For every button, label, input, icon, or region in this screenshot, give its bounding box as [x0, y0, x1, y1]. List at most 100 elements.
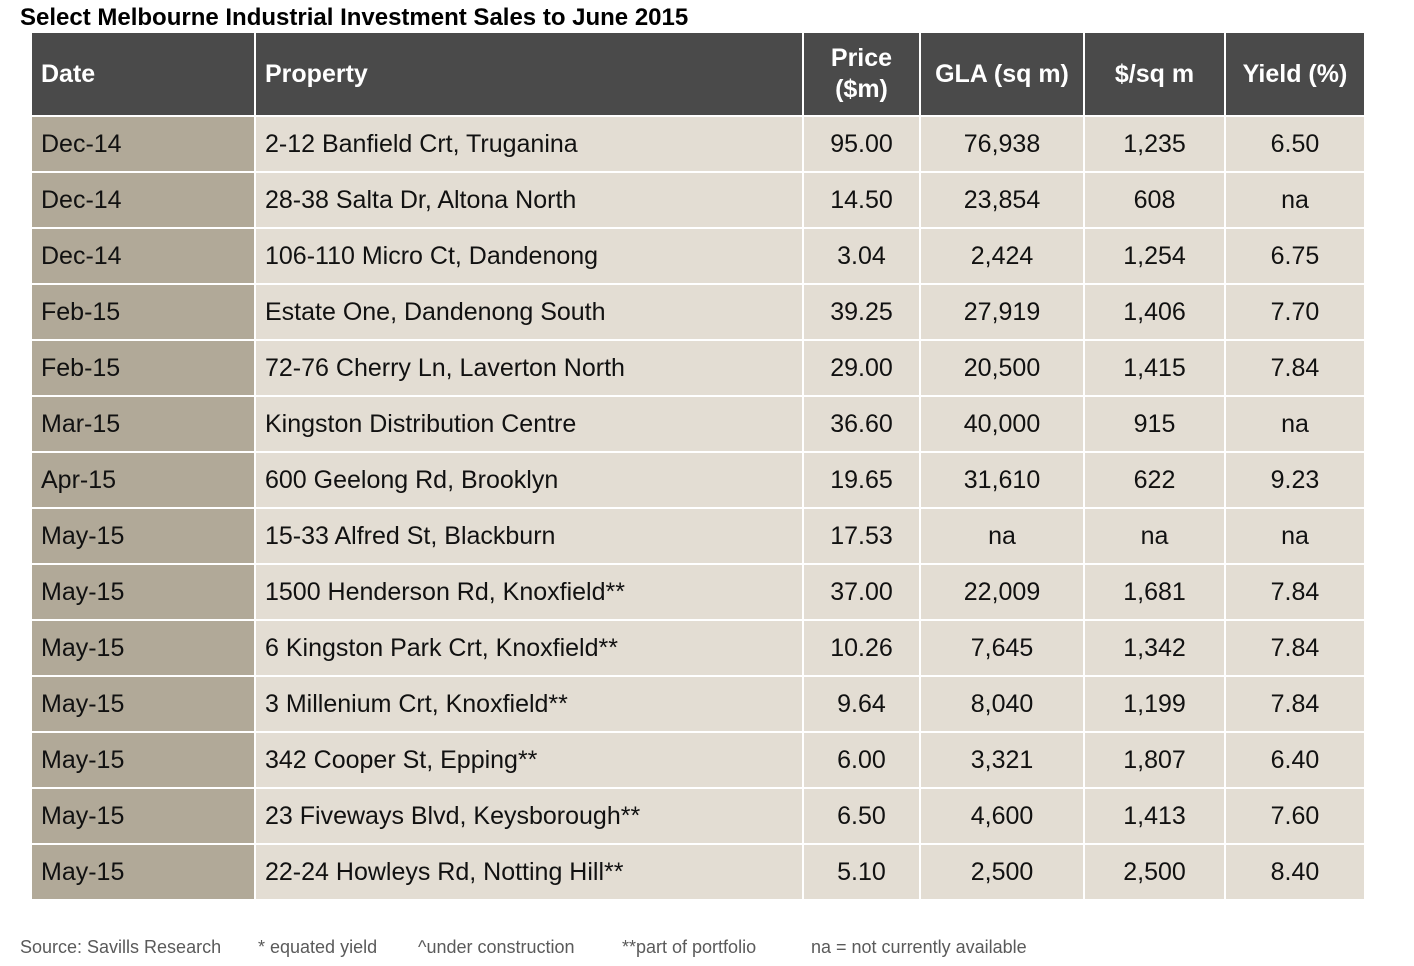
table-row: May-15 22-24 Howleys Rd, Notting Hill** 5.…: [30, 843, 1366, 901]
cell-yield: 9.23: [1224, 451, 1366, 509]
cell-per-sqm: 1,254: [1083, 227, 1226, 285]
cell-property: Estate One, Dandenong South: [254, 283, 804, 341]
not-available-note: na = not currently available: [811, 937, 1027, 957]
footer-notes: Source: Savills Research * equated yield…: [0, 937, 1414, 961]
cell-price: 14.50: [802, 171, 921, 229]
table-row: May-15 3 Millenium Crt, Knoxfield** 9.64 8,…: [30, 675, 1366, 733]
cell-gla: 22,009: [919, 563, 1085, 621]
cell-gla: 27,919: [919, 283, 1085, 341]
cell-date: May-15: [30, 619, 256, 677]
cell-date: May-15: [30, 675, 256, 733]
sales-table: Date Property Price ($m) GLA (sq m) $/sq…: [30, 33, 1366, 901]
cell-property: 3 Millenium Crt, Knoxfield**: [254, 675, 804, 733]
table-row: Feb-15 72-76 Cherry Ln, Laverton North 29.…: [30, 339, 1366, 397]
table-row: May-15 23 Fiveways Blvd, Keysborough** 6.5…: [30, 787, 1366, 845]
cell-date: May-15: [30, 563, 256, 621]
cell-per-sqm: 915: [1083, 395, 1226, 453]
cell-property: 342 Cooper St, Epping**: [254, 731, 804, 789]
table-row: May-15 342 Cooper St, Epping** 6.00 3,321 1,…: [30, 731, 1366, 789]
cell-property: 1500 Henderson Rd, Knoxfield**: [254, 563, 804, 621]
cell-per-sqm: 608: [1083, 171, 1226, 229]
cell-date: Dec-14: [30, 115, 256, 173]
cell-gla: 4,600: [919, 787, 1085, 845]
cell-gla: 23,854: [919, 171, 1085, 229]
cell-property: 2-12 Banfield Crt, Truganina: [254, 115, 804, 173]
cell-gla: 8,040: [919, 675, 1085, 733]
table-row: May-15 15-33 Alfred St, Blackburn 17.53 na n…: [30, 507, 1366, 565]
cell-date: Feb-15: [30, 339, 256, 397]
cell-per-sqm: 1,681: [1083, 563, 1226, 621]
cell-price: 5.10: [802, 843, 921, 901]
cell-price: 36.60: [802, 395, 921, 453]
cell-per-sqm: 2,500: [1083, 843, 1226, 901]
cell-date: Dec-14: [30, 227, 256, 285]
cell-per-sqm: 1,235: [1083, 115, 1226, 173]
cell-price: 3.04: [802, 227, 921, 285]
cell-yield: 7.70: [1224, 283, 1366, 341]
cell-yield: 7.84: [1224, 339, 1366, 397]
cell-date: May-15: [30, 731, 256, 789]
cell-yield: 8.40: [1224, 843, 1366, 901]
cell-gla: 3,321: [919, 731, 1085, 789]
cell-gla: 40,000: [919, 395, 1085, 453]
table-title: Select Melbourne Industrial Investment S…: [20, 4, 689, 31]
table-row: May-15 6 Kingston Park Crt, Knoxfield** 10…: [30, 619, 1366, 677]
table-row: Mar-15 Kingston Distribution Centre 36.60 4…: [30, 395, 1366, 453]
cell-yield: 6.50: [1224, 115, 1366, 173]
cell-date: Feb-15: [30, 283, 256, 341]
header-price: Price ($m): [802, 33, 921, 117]
cell-date: May-15: [30, 843, 256, 901]
cell-gla: 2,424: [919, 227, 1085, 285]
cell-gla: 31,610: [919, 451, 1085, 509]
source-note: Source: Savills Research: [20, 937, 222, 957]
cell-yield: 6.75: [1224, 227, 1366, 285]
header-price-line1: Price: [830, 44, 893, 72]
table-row: Feb-15 Estate One, Dandenong South 39.25 27…: [30, 283, 1366, 341]
cell-price: 19.65: [802, 451, 921, 509]
cell-gla: na: [919, 507, 1085, 565]
cell-price: 37.00: [802, 563, 921, 621]
cell-date: Mar-15: [30, 395, 256, 453]
table-row: May-15 1500 Henderson Rd, Knoxfield** 37.0…: [30, 563, 1366, 621]
cell-yield: na: [1224, 507, 1366, 565]
under-construction-note: ^under construction: [418, 937, 575, 957]
header-date: Date: [30, 33, 256, 117]
cell-price: 39.25: [802, 283, 921, 341]
cell-yield: 7.84: [1224, 675, 1366, 733]
cell-property: 106-110 Micro Ct, Dandenong: [254, 227, 804, 285]
cell-gla: 76,938: [919, 115, 1085, 173]
cell-per-sqm: 1,342: [1083, 619, 1226, 677]
cell-per-sqm: 622: [1083, 451, 1226, 509]
cell-price: 6.50: [802, 787, 921, 845]
cell-gla: 7,645: [919, 619, 1085, 677]
table-row: Dec-14 28-38 Salta Dr, Altona North 14.50 2…: [30, 171, 1366, 229]
cell-price: 6.00: [802, 731, 921, 789]
cell-property: 15-33 Alfred St, Blackburn: [254, 507, 804, 565]
header-per-sqm: $/sq m: [1083, 33, 1226, 117]
cell-per-sqm: 1,807: [1083, 731, 1226, 789]
cell-gla: 20,500: [919, 339, 1085, 397]
table-row: Dec-14 106-110 Micro Ct, Dandenong 3.04 2,4…: [30, 227, 1366, 285]
cell-property: Kingston Distribution Centre: [254, 395, 804, 453]
cell-yield: na: [1224, 395, 1366, 453]
cell-yield: 7.60: [1224, 787, 1366, 845]
cell-yield: na: [1224, 171, 1366, 229]
table-row: Dec-14 2-12 Banfield Crt, Truganina 95.00 7…: [30, 115, 1366, 173]
cell-date: May-15: [30, 787, 256, 845]
cell-property: 22-24 Howleys Rd, Notting Hill**: [254, 843, 804, 901]
cell-price: 10.26: [802, 619, 921, 677]
header-property: Property: [254, 33, 804, 117]
cell-yield: 6.40: [1224, 731, 1366, 789]
cell-price: 9.64: [802, 675, 921, 733]
header-gla: GLA (sq m): [919, 33, 1085, 117]
cell-per-sqm: 1,413: [1083, 787, 1226, 845]
cell-property: 72-76 Cherry Ln, Laverton North: [254, 339, 804, 397]
header-yield: Yield (%): [1224, 33, 1366, 117]
cell-property: 600 Geelong Rd, Brooklyn: [254, 451, 804, 509]
table-row: Apr-15 600 Geelong Rd, Brooklyn 19.65 31,61…: [30, 451, 1366, 509]
cell-price: 95.00: [802, 115, 921, 173]
cell-property: 23 Fiveways Blvd, Keysborough**: [254, 787, 804, 845]
cell-yield: 7.84: [1224, 563, 1366, 621]
header-price-line2: ($m): [835, 75, 888, 103]
cell-date: Dec-14: [30, 171, 256, 229]
